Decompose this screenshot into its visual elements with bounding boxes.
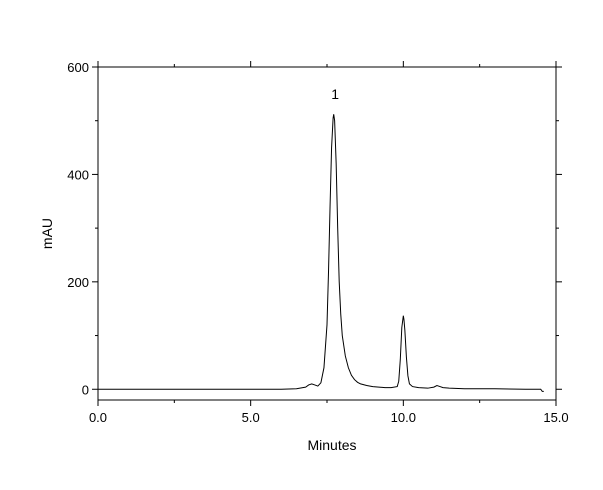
- x-axis-title: Minutes: [307, 437, 356, 453]
- x-tick-label: 10.0: [391, 410, 416, 425]
- x-tick-label: 5.0: [242, 410, 260, 425]
- y-tick-label: 400: [67, 167, 89, 182]
- y-axis-ticks: 0 200 400 600: [67, 60, 562, 397]
- y-axis-title: mAU: [39, 218, 55, 249]
- y-tick-label: 600: [67, 60, 89, 75]
- plot-frame: [97, 66, 557, 401]
- y-tick-label: 0: [82, 382, 89, 397]
- x-tick-label: 15.0: [543, 410, 568, 425]
- peak-annotations: 1: [331, 86, 339, 102]
- peak-label: 1: [331, 86, 339, 102]
- x-axis-ticks: 0.0 5.0 10.0 15.0: [89, 61, 569, 425]
- y-tick-label: 200: [67, 275, 89, 290]
- x-tick-label: 0.0: [89, 410, 107, 425]
- chromatogram-trace: [98, 114, 544, 392]
